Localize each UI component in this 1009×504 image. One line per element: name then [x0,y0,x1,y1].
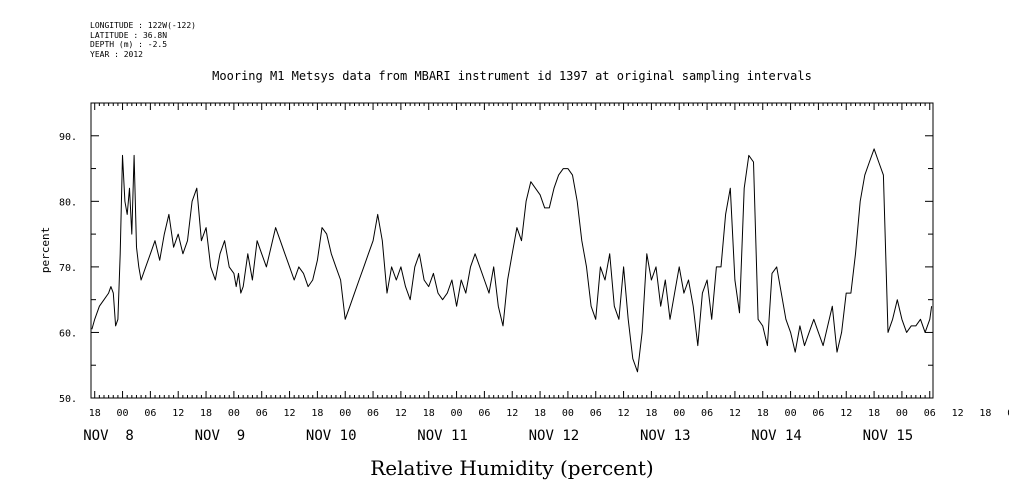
x-hour-label: 12 [172,408,184,419]
x-hour-label: 18 [757,408,769,419]
x-hour-label: 00 [673,408,685,419]
longitude-text: LONGITUDE : 122W(-122) [90,21,196,30]
y-tick-label: 60. [59,328,77,339]
minor-ticks [91,102,933,399]
x-hour-label: 00 [117,408,129,419]
x-date-label: NOV 10 [306,428,357,444]
x-hour-label: 00 [896,408,908,419]
year-text: YEAR : 2012 [90,49,143,59]
x-date-label: NOV 15 [863,428,914,444]
x-hour-label: 12 [506,408,518,419]
x-hour-label: 06 [701,408,713,419]
x-hour-label: 00 [1007,408,1009,419]
x-hour-label: 12 [952,408,964,419]
x-hour-label: 12 [729,408,741,419]
chart-title: Mooring M1 Metsys data from MBARI instru… [212,69,812,83]
y-tick-label: 90. [59,132,77,143]
x-date-label: NOV 9 [195,428,246,444]
humidity-series-line [91,148,933,373]
y-tick-label: 80. [59,197,77,208]
series-layer [91,148,933,373]
x-hour-label: 00 [562,408,574,419]
latitude-text: LATITUDE : 36.8N [90,30,168,40]
x-hour-label: 06 [256,408,268,419]
x-hour-label: 12 [395,408,407,419]
x-hour-label: 12 [618,408,630,419]
x-hour-label: 18 [979,408,991,419]
x-hour-label: 06 [924,408,936,419]
metadata-block: LONGITUDE : 122W(-122) LATITUDE : 36.8N … [90,21,196,59]
x-date-label: NOV 8 [83,428,134,444]
x-date-label: NOV 12 [529,428,580,444]
x-date-label: NOV 14 [751,428,802,444]
x-hour-label: 00 [228,408,240,419]
x-hour-label: 06 [812,408,824,419]
x-hour-label: 18 [868,408,880,419]
x-hour-label: 06 [590,408,602,419]
x-hour-label: 00 [451,408,463,419]
x-hour-label: 00 [785,408,797,419]
x-hour-label: 18 [200,408,212,419]
x-date-label: NOV 13 [640,428,691,444]
y-tick-label: 70. [59,263,77,274]
x-hour-label: 06 [144,408,156,419]
x-hour-label: 18 [311,408,323,419]
y-tick-label: 50. [59,394,77,405]
x-hour-label: 06 [478,408,490,419]
plot-frame [90,102,934,399]
y-axis: 50. 60. 70. 80. 90. [59,132,77,405]
x-date-label: NOV 11 [417,428,468,444]
y-axis-label: percent [39,227,52,273]
x-hour-label: 18 [534,408,546,419]
depth-text: DEPTH (m) : -2.5 [90,40,168,49]
x-hour-label: 18 [423,408,435,419]
x-axis-label: Relative Humidity (percent) [370,456,653,480]
x-hour-label: 18 [645,408,657,419]
x-hour-label: 18 [89,408,101,419]
x-hour-label: 00 [339,408,351,419]
x-hour-label: 12 [840,408,852,419]
x-axis: 18 00 06 12 18 00 06 12 18 00 06 12 18 00 06 12 18 00 06 12… [83,408,1009,444]
x-hour-label: 12 [284,408,296,419]
x-hour-label: 06 [367,408,379,419]
